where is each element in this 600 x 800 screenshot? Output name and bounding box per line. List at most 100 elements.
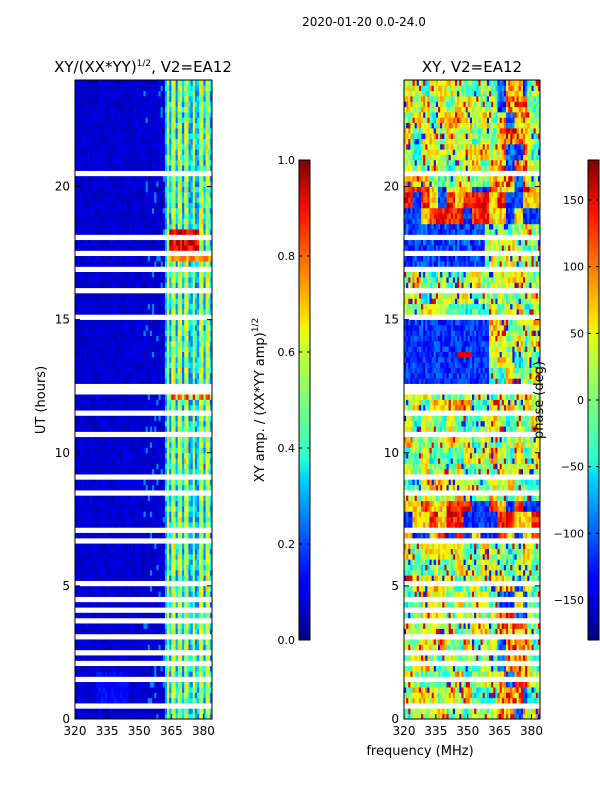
heatmap-cell xyxy=(156,601,159,608)
heatmap-cell xyxy=(81,575,84,581)
heatmap-cell xyxy=(194,213,198,219)
heatmap-cell xyxy=(167,202,170,209)
heatmap-cell xyxy=(81,543,84,549)
heatmap-cell xyxy=(134,612,138,619)
heatmap-cell xyxy=(209,532,213,539)
heatmap-cell xyxy=(203,207,206,214)
heatmap-cell xyxy=(162,308,166,315)
heatmap-cell xyxy=(188,559,191,565)
heatmap-cell xyxy=(205,282,209,289)
heatmap-cell xyxy=(188,591,191,597)
heatmap-cell xyxy=(182,213,185,219)
heatmap-cell xyxy=(104,319,108,326)
heatmap-cell xyxy=(98,351,102,358)
heatmap-cell xyxy=(87,298,91,305)
heatmap-cell xyxy=(199,687,202,693)
heatmap-cell xyxy=(130,245,134,251)
heatmap-cell xyxy=(156,639,159,645)
heatmap-cell xyxy=(87,351,91,358)
heatmap-cell xyxy=(126,511,129,518)
heatmap-cell xyxy=(145,420,149,427)
heatmap-cell xyxy=(143,479,147,486)
heatmap-cell xyxy=(152,671,155,677)
heatmap-cell xyxy=(126,687,129,693)
heatmap-cell xyxy=(209,458,213,464)
heatmap-cell xyxy=(201,271,204,278)
heatmap-cell xyxy=(192,511,196,518)
heatmap-cell xyxy=(102,223,106,230)
heatmap-cell xyxy=(156,511,159,518)
heatmap-cell xyxy=(111,639,114,645)
heatmap-cell xyxy=(98,442,102,448)
heatmap-cell xyxy=(173,335,177,342)
heatmap-cell xyxy=(139,319,142,326)
heatmap-cell xyxy=(173,191,177,198)
heatmap-cell xyxy=(124,367,127,374)
heatmap-cell xyxy=(83,697,87,704)
heatmap-cell xyxy=(147,479,151,486)
heatmap-cell xyxy=(149,559,153,565)
heatmap-cell xyxy=(154,447,157,454)
heatmap-cell xyxy=(119,708,123,715)
heatmap-cell xyxy=(160,697,164,704)
heatmap-cell xyxy=(139,569,142,576)
heatmap-cell xyxy=(164,559,168,565)
heatmap-cell xyxy=(96,628,99,635)
heatmap-cell xyxy=(147,202,151,209)
heatmap-cell xyxy=(119,213,123,219)
heatmap-cell xyxy=(173,543,177,549)
heatmap-cell xyxy=(77,511,80,518)
heatmap-cell xyxy=(164,484,168,491)
heatmap-cell xyxy=(152,394,155,400)
heatmap-cell xyxy=(94,261,97,267)
heatmap-cell xyxy=(77,623,80,629)
heatmap-cell xyxy=(124,277,127,283)
heatmap-cell xyxy=(94,340,97,347)
heatmap-cell xyxy=(162,303,166,310)
heatmap-cell xyxy=(182,399,185,406)
heatmap-cell xyxy=(126,298,129,305)
heatmap-cell xyxy=(173,346,177,352)
heatmap-cell xyxy=(132,569,136,576)
heatmap-cell xyxy=(179,500,183,507)
heatmap-cell xyxy=(117,447,121,454)
heatmap-cell xyxy=(147,708,151,715)
heatmap-cell xyxy=(77,575,80,581)
heatmap-cell xyxy=(205,245,209,251)
heatmap-cell xyxy=(205,452,209,459)
heatmap-cell xyxy=(75,356,78,363)
heatmap-cell xyxy=(197,665,200,672)
heatmap-cell xyxy=(104,692,108,699)
heatmap-cell xyxy=(143,245,147,251)
heatmap-cell xyxy=(194,229,198,235)
heatmap-cell xyxy=(107,346,110,352)
heatmap-cell xyxy=(167,500,170,507)
heatmap-cell xyxy=(169,340,172,347)
heatmap-cell xyxy=(152,521,155,528)
heatmap-cell xyxy=(77,532,80,539)
heatmap-cell xyxy=(87,463,91,470)
heatmap-cell xyxy=(100,293,104,299)
heatmap-cell xyxy=(98,372,102,379)
heatmap-cell xyxy=(203,324,206,331)
heatmap-cell xyxy=(158,516,162,523)
heatmap-cell xyxy=(147,628,151,635)
heatmap-cell xyxy=(205,436,209,443)
heatmap-cell xyxy=(87,585,91,592)
heatmap-cell xyxy=(126,591,129,597)
heatmap-cell xyxy=(102,207,106,214)
heatmap-cell xyxy=(197,506,200,512)
heatmap-cell xyxy=(115,404,119,411)
heatmap-cell xyxy=(130,351,134,358)
heatmap-cell xyxy=(194,271,198,278)
heatmap-cell xyxy=(139,543,142,549)
heatmap-cell xyxy=(143,298,147,305)
heatmap-cell xyxy=(203,213,206,219)
heatmap-cell xyxy=(94,692,97,699)
heatmap-cell xyxy=(89,229,93,235)
heatmap-cell xyxy=(162,692,166,699)
heatmap-cell xyxy=(122,245,125,251)
heatmap-cell xyxy=(141,687,144,693)
heatmap-cell xyxy=(83,191,87,198)
heatmap-cell xyxy=(160,351,164,358)
